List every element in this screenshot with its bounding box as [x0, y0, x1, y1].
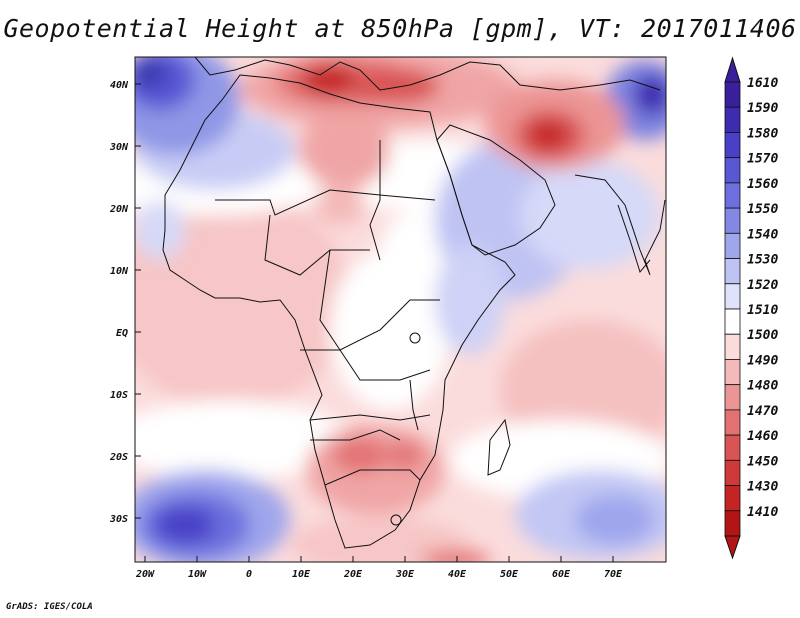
height-field — [135, 57, 666, 562]
lat-tick-label: 20S — [109, 452, 128, 463]
colorbar-swatch — [724, 81, 741, 108]
lat-tick-label: 30N — [109, 142, 129, 153]
colorbar-bottom-arrow — [724, 535, 741, 560]
lon-tick-label: 10W — [188, 569, 207, 580]
colorbar-level-label: 1590 — [747, 101, 778, 116]
lon-tick-label: 70E — [604, 569, 623, 580]
lat-tick-label: 10S — [110, 390, 128, 401]
lon-tick-label: 40E — [448, 569, 467, 580]
lat-tick-label: 20N — [109, 204, 129, 215]
colorbar-swatch — [724, 157, 741, 184]
lon-tick-label: 50E — [500, 569, 519, 580]
lat-tick-label: EQ — [116, 328, 128, 339]
colorbar-swatch — [724, 207, 741, 234]
colorbar-level-label: 1570 — [747, 152, 778, 167]
lon-tick-label: 30E — [395, 569, 415, 580]
colorbar-top-arrow — [724, 56, 741, 83]
colorbar-swatch — [724, 359, 741, 386]
colorbar-swatch — [724, 459, 741, 486]
colorbar-level-label: 1540 — [747, 227, 778, 242]
colorbar-swatch — [724, 182, 741, 209]
colorbar-level-label: 1450 — [747, 454, 778, 469]
coastlines — [162, 57, 666, 549]
colorbar: 1610 1590 1580 1570 1560 1550 1540 1530 1520 1510… — [724, 56, 778, 560]
colorbar-level-label: 1480 — [747, 379, 778, 394]
colorbar-swatch — [724, 132, 741, 159]
lon-tick-label: 0 — [246, 569, 252, 580]
map-title: Geopotential Height at 850hPa [gpm], VT:… — [3, 14, 797, 43]
colorbar-level-label: 1550 — [747, 202, 778, 217]
colorbar-level-label: 1530 — [747, 253, 778, 268]
lon-tick-label: 20W — [135, 569, 155, 580]
plot-frame — [134, 56, 667, 563]
colorbar-level-label: 1580 — [747, 126, 778, 141]
colorbar-level-label: 1430 — [747, 480, 778, 495]
colorbar-swatch — [724, 258, 741, 285]
colorbar-swatch — [724, 384, 741, 411]
lon-tick-label: 20E — [343, 569, 363, 580]
colorbar-level-label: 1520 — [747, 278, 778, 293]
colorbar-swatch — [724, 485, 741, 512]
lat-tick-label: 10N — [110, 266, 129, 277]
longitude-axis: 20W 10W 0 10E 20E 30E 40E 50E 60E 70E — [135, 556, 623, 580]
colorbar-level-label: 1410 — [747, 505, 778, 520]
colorbar-swatch — [724, 409, 741, 436]
colorbar-swatch — [724, 434, 741, 461]
lat-tick-label: 30S — [109, 514, 128, 525]
colorbar-level-label: 1610 — [747, 76, 778, 91]
lat-tick-label: 40N — [110, 80, 129, 91]
colorbar-level-label: 1510 — [747, 303, 778, 318]
grads-credit: GrADS: IGES/COLA — [6, 602, 93, 612]
colorbar-level-label: 1560 — [747, 177, 778, 192]
colorbar-swatch — [724, 510, 741, 537]
colorbar-level-label: 1500 — [747, 328, 778, 343]
latitude-axis: 40N 30N 20N 10N EQ 10S 20S 30S — [109, 80, 141, 525]
colorbar-level-label: 1470 — [747, 404, 778, 419]
lon-tick-label: 60E — [552, 569, 571, 580]
colorbar-swatch — [724, 308, 741, 335]
colorbar-level-label: 1490 — [747, 353, 778, 368]
colorbar-swatch — [724, 333, 741, 360]
colorbar-swatch — [724, 106, 741, 133]
colorbar-swatch — [724, 232, 741, 259]
lon-tick-label: 10E — [292, 569, 311, 580]
colorbar-swatch — [724, 283, 741, 310]
colorbar-level-label: 1460 — [747, 429, 778, 444]
